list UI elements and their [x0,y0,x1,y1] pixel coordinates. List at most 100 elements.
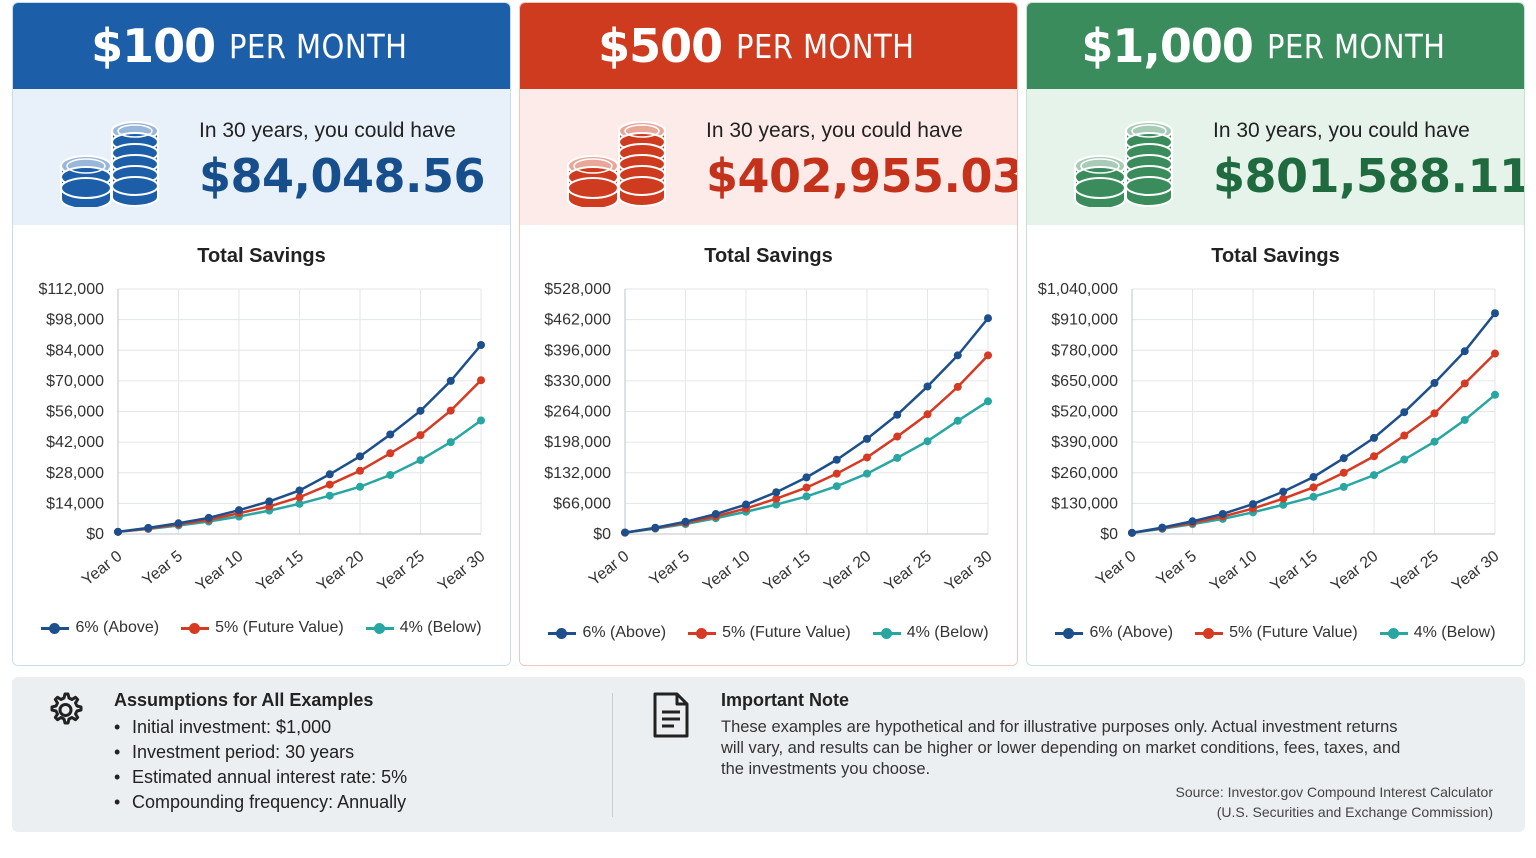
data-point [114,527,122,536]
source-line: Source: Investor.gov Compound Interest C… [1175,784,1493,800]
x-tick-label: Year 30 [942,548,996,595]
y-tick-label: $0 [86,526,104,543]
data-point [265,497,274,506]
chart-legend: 6% (Above) 5% (Future Value) 4% (Below) [1027,624,1524,642]
data-point [295,493,304,502]
legend-item: 5% (Future Value) [688,624,851,642]
monthly-amount: $500 [598,19,723,73]
y-tick-label: $66,000 [553,495,611,512]
x-tick-label: Year 15 [760,548,814,595]
data-point [1279,487,1288,496]
coin-stack-icon [1074,121,1173,207]
data-point [325,491,334,500]
data-point [356,466,364,475]
data-point [1370,471,1378,480]
projected-value: $402,955.03 [706,149,1018,203]
savings-card-1000: $1,000 PER MONTH In 30 years, you could … [1026,2,1525,666]
data-point [1339,454,1348,463]
legend-label: 5% (Future Value) [215,619,344,636]
summary-lead: In 30 years, you could have [1213,119,1470,142]
legend-item: 5% (Future Value) [181,619,344,637]
data-point [1279,500,1288,509]
chart-legend: 6% (Above) 5% (Future Value) 4% (Below) [13,619,510,637]
data-point [1460,347,1469,356]
data-point [446,438,455,447]
data-point [984,314,992,323]
legend-label: 4% (Below) [399,619,482,636]
x-tick-label: Year 0 [1093,548,1140,590]
data-point [1128,528,1136,537]
x-tick-label: Year 5 [140,548,187,590]
projected-value: $84,048.56 [199,149,486,203]
x-tick-label: Year 30 [435,548,489,595]
data-point [1400,455,1409,464]
line-chart: $0 $14,000 $28,000 $42,000 $56,000 $70,000 $84… [38,281,489,595]
data-point [204,513,213,522]
data-point [446,376,455,385]
data-point [416,456,425,465]
legend-swatch [181,623,210,634]
note-title: Important Note [721,690,849,710]
data-point [742,500,750,509]
data-point [802,492,811,501]
savings-card-100: $100 PER MONTH In 30 years, you could ha… [12,2,511,666]
data-point [1188,517,1197,526]
data-point [651,523,660,532]
chart-title: Total Savings [704,245,833,267]
legend-label: 5% (Future Value) [722,624,851,641]
savings-card-500: $500 PER MONTH In 30 years, you could ha… [519,2,1018,666]
data-point [386,470,395,479]
data-point [325,470,334,479]
data-point [984,351,992,360]
data-point [893,410,902,419]
data-point [1158,523,1167,532]
data-point [477,376,485,385]
coin-stack-icon [567,121,666,207]
y-tick-label: $14,000 [46,495,104,512]
data-point [235,506,243,515]
gear-icon [50,692,83,725]
x-tick-label: Year 10 [700,548,754,595]
data-point [1460,379,1469,388]
data-point [772,494,781,503]
data-point [144,523,153,532]
data-point [863,469,871,478]
y-tick-label: $1,040,000 [1038,281,1118,298]
data-point [386,430,395,439]
list-item: Investment period: 30 years [114,740,407,765]
y-tick-label: $264,000 [544,404,611,421]
coin-stack-icon [60,121,159,207]
data-point [893,432,902,441]
data-point [356,482,364,491]
legend-label: 5% (Future Value) [1229,624,1358,641]
legend-item: 4% (Below) [365,619,482,637]
data-point [1279,494,1288,503]
x-tick-label: Year 15 [1267,548,1321,595]
data-point [832,455,841,464]
line-chart: $0 $66,000 $132,000 $198,000 $264,000 $330,00… [544,281,996,595]
y-tick-label: $780,000 [1051,342,1118,359]
y-tick-label: $396,000 [544,342,611,359]
data-point [1370,452,1378,461]
data-point [923,437,932,446]
x-tick-label: Year 0 [79,548,126,590]
list-item: Initial investment: $1,000 [114,715,407,740]
data-point [295,499,304,508]
per-month-label: PER MONTH [1266,26,1446,66]
summary-panel: In 30 years, you could have $84,048.56 [13,89,510,225]
data-point [1309,492,1318,501]
list-item: Estimated annual interest rate: 5% [114,765,407,790]
x-tick-label: Year 20 [1328,548,1382,595]
y-tick-label: $56,000 [46,404,104,421]
y-tick-label: $42,000 [46,434,104,451]
y-tick-label: $130,000 [1051,495,1118,512]
data-point [1309,483,1318,492]
y-tick-label: $650,000 [1051,373,1118,390]
data-point [802,473,811,482]
data-point [953,416,962,425]
legend-swatch [1195,628,1224,639]
y-tick-label: $462,000 [544,312,611,329]
data-point [1430,378,1439,387]
x-tick-label: Year 10 [193,548,247,595]
chart-title: Total Savings [1211,245,1340,267]
